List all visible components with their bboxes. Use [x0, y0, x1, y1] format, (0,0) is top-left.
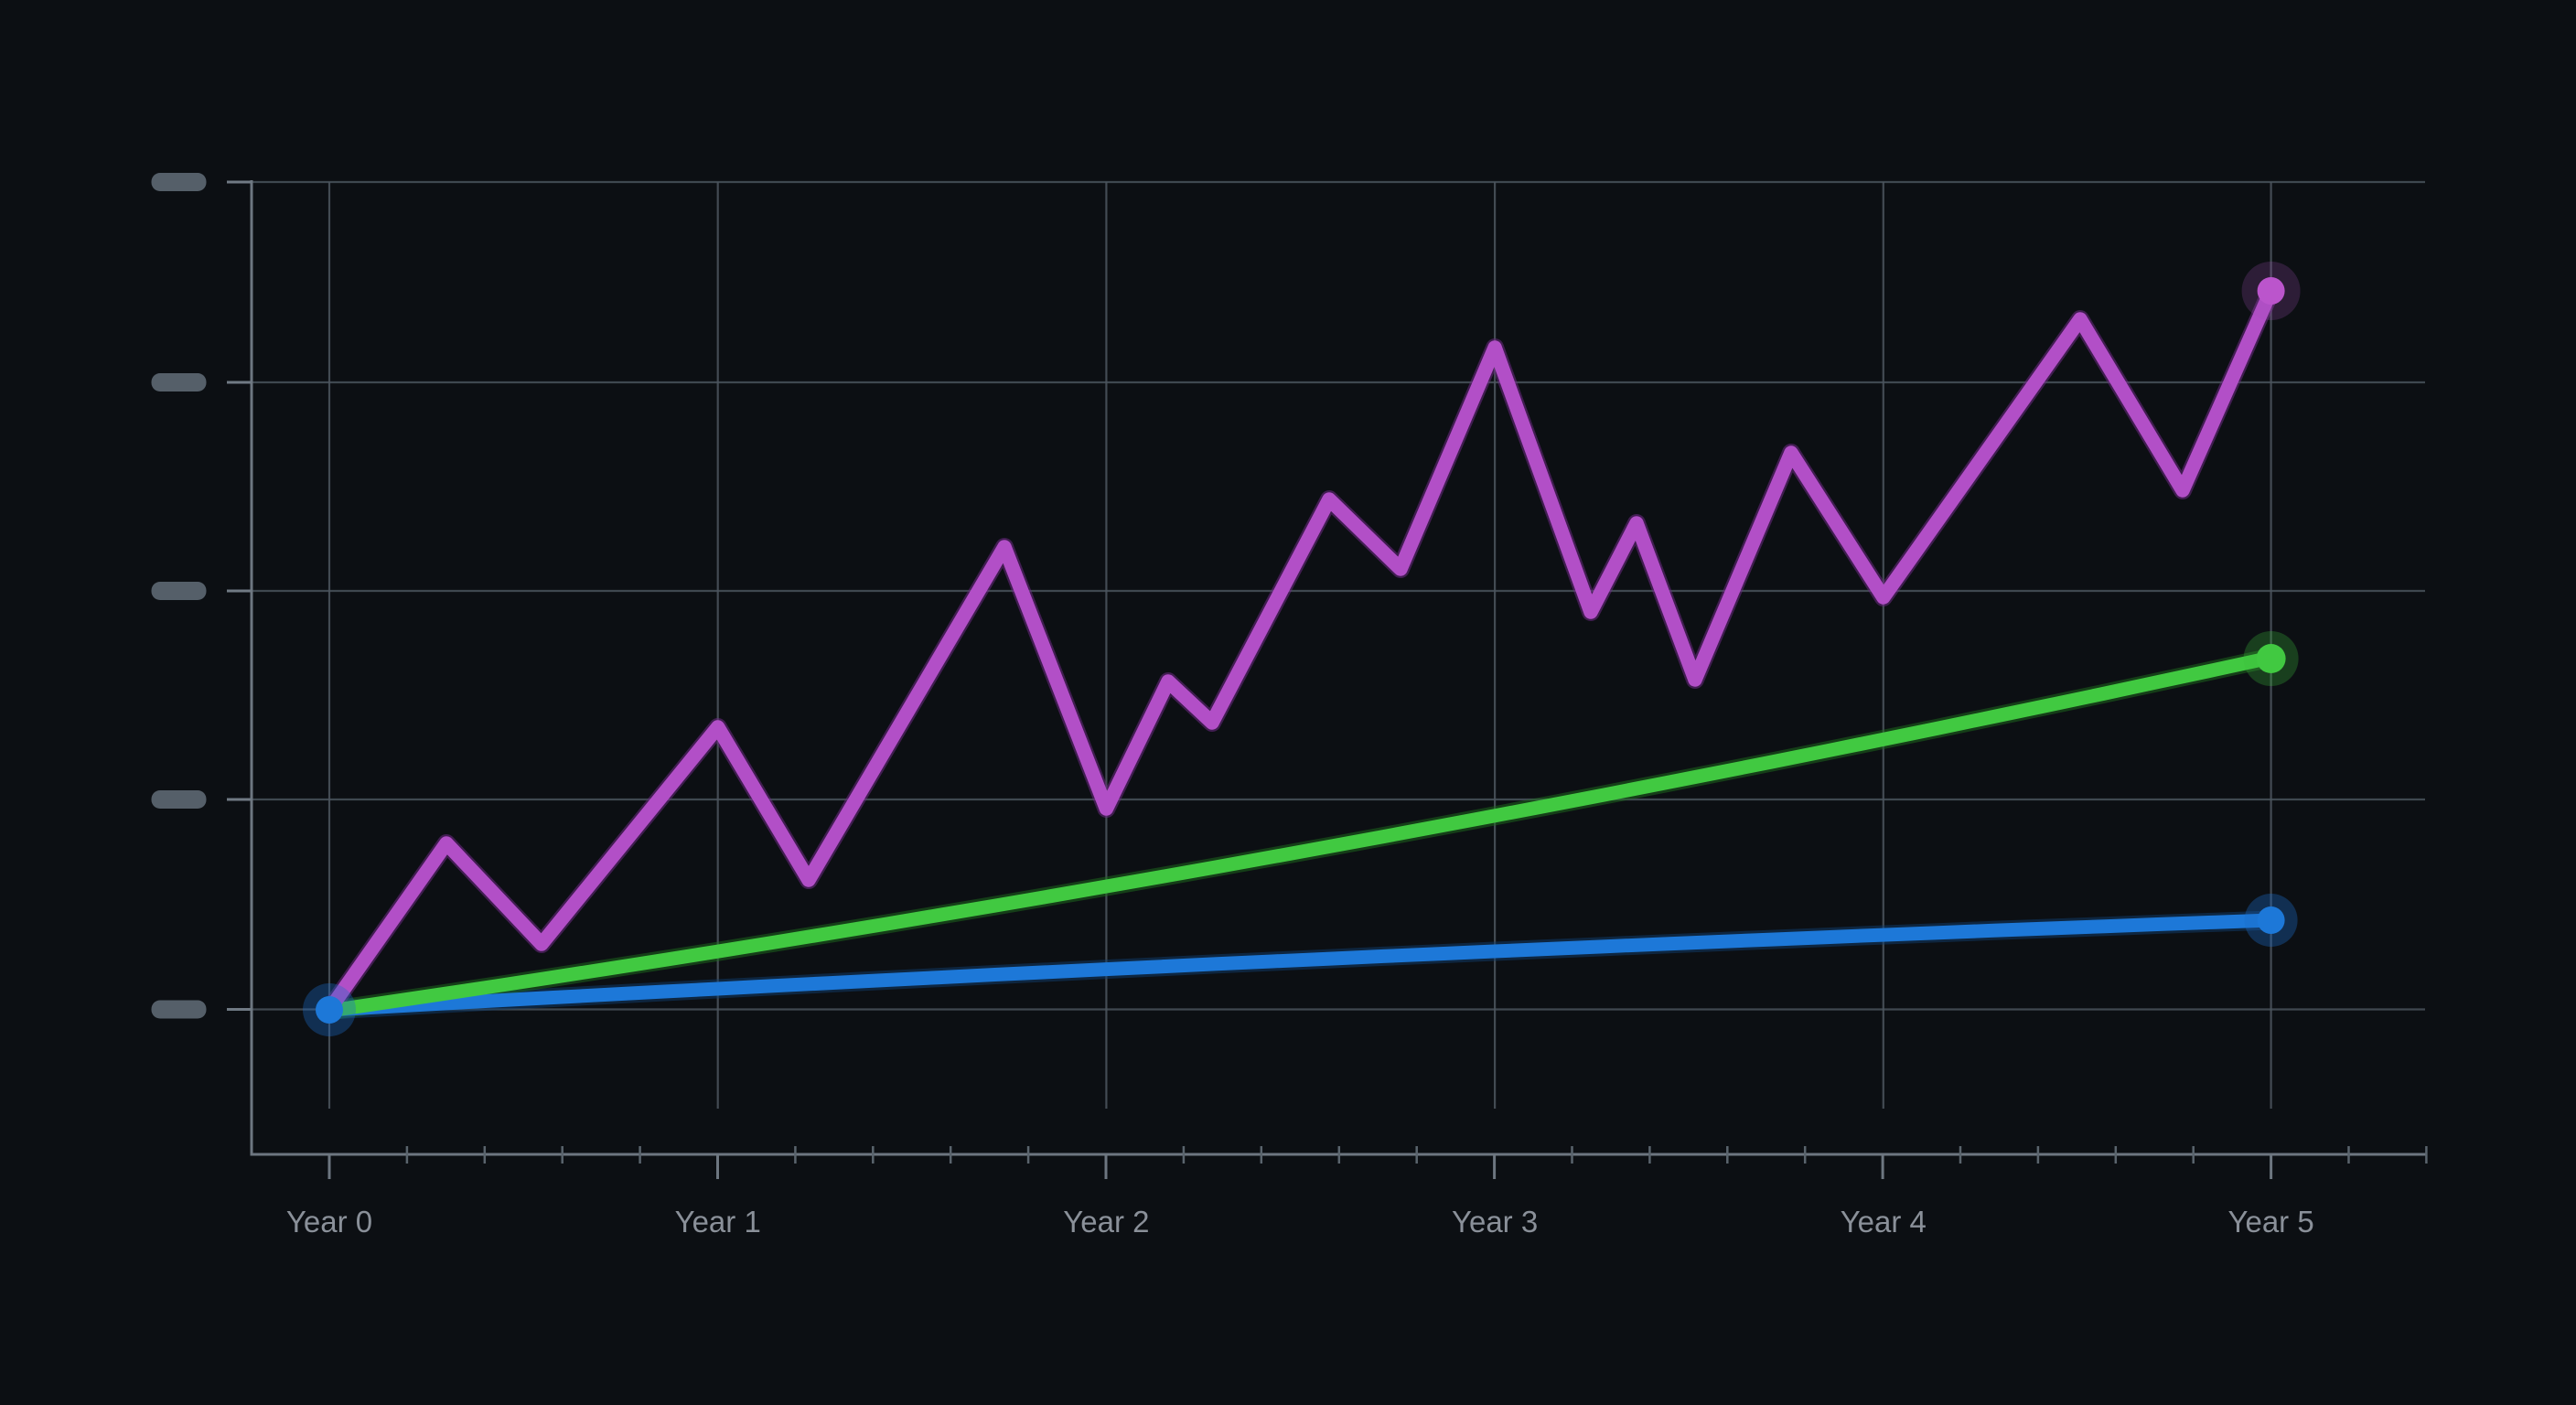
svg-text:Year 3: Year 3 [1452, 1205, 1538, 1239]
svg-text:Year 0: Year 0 [286, 1205, 372, 1239]
svg-text:Year 4: Year 4 [1841, 1205, 1927, 1239]
svg-text:Year 2: Year 2 [1063, 1205, 1149, 1239]
svg-text:Year 1: Year 1 [675, 1205, 761, 1239]
svg-text:Year 5: Year 5 [2227, 1205, 2313, 1239]
